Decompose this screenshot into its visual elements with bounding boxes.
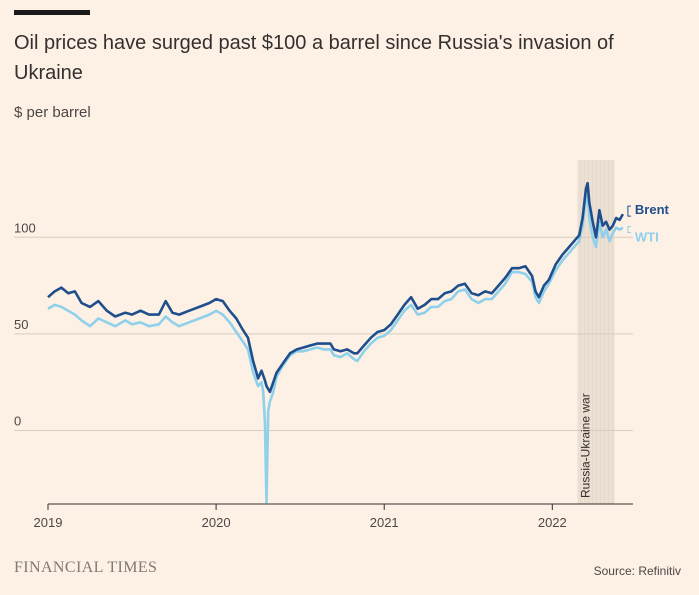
x-tick-label: 2022 bbox=[538, 515, 567, 530]
chart-subtitle: $ per barrel bbox=[14, 104, 91, 121]
source-note: Source: Refinitiv bbox=[593, 564, 681, 578]
war-annotation-label: Russia-Ukraine war bbox=[579, 393, 593, 498]
series-line-brent bbox=[47, 181, 625, 394]
x-tick-label: 2020 bbox=[202, 515, 231, 530]
y-tick-label: 0 bbox=[14, 414, 21, 429]
y-tick-label: 100 bbox=[14, 220, 36, 235]
legend-label-wti: WTI bbox=[635, 230, 659, 245]
header-accent-bar bbox=[14, 10, 90, 15]
series-line-wti bbox=[47, 191, 624, 504]
chart-title: Oil prices have surged past $100 a barre… bbox=[14, 32, 614, 84]
y-tick-label: 50 bbox=[14, 317, 28, 332]
brand-logo: FINANCIAL TIMES bbox=[14, 559, 158, 576]
x-tick-label: 2021 bbox=[370, 515, 399, 530]
legend-label-brent: Brent bbox=[635, 202, 670, 217]
legend-bracket-wti bbox=[627, 226, 631, 234]
oil-price-chart: 0 50 100 2019 2020 2021 2022 Brent WTI Russia-… bbox=[14, 160, 670, 530]
legend-bracket-brent bbox=[627, 205, 631, 217]
x-tick-label: 2019 bbox=[34, 515, 63, 530]
